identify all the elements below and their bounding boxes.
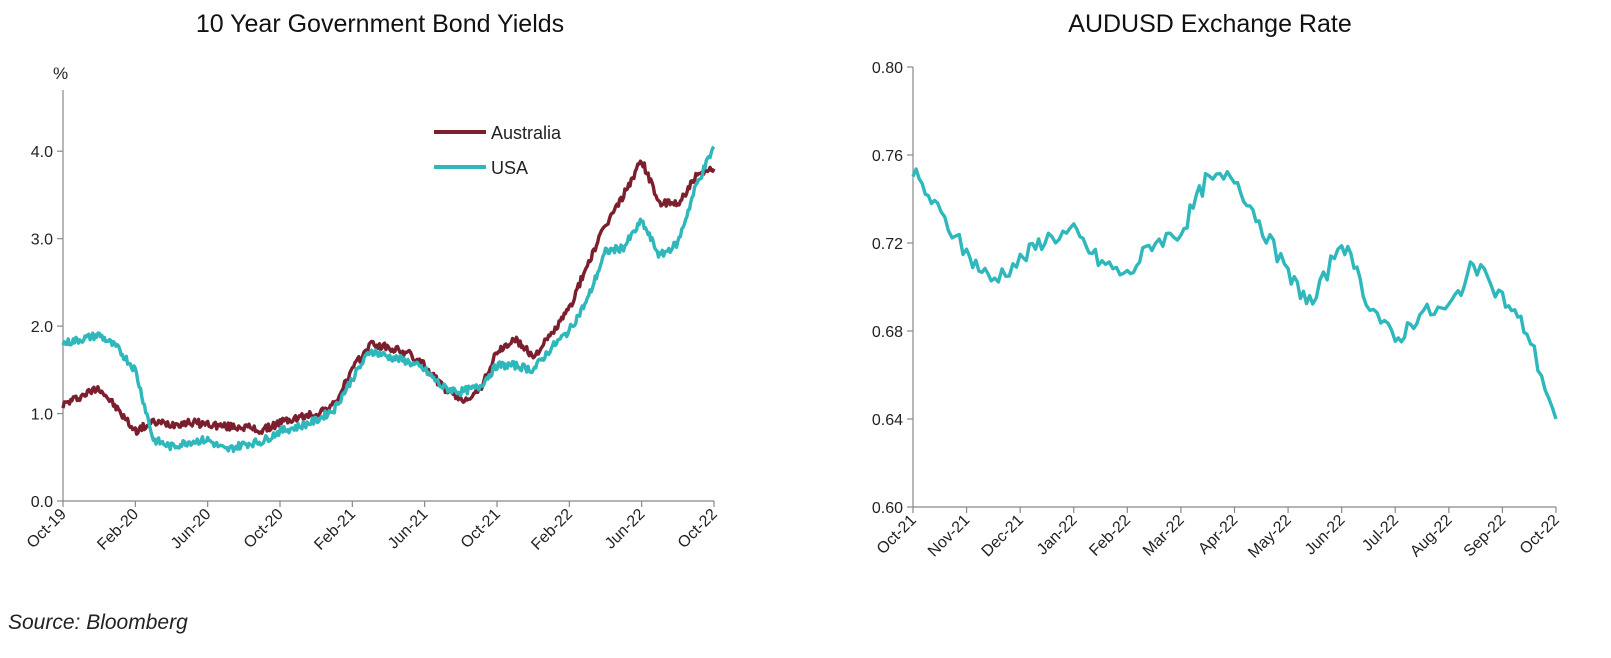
bond-x-tick-label: Feb-21	[311, 506, 359, 554]
bond-x-tick-label: Feb-22	[528, 506, 576, 554]
audusd-y-tick-label: 0.80	[872, 60, 903, 77]
audusd-x-tick-label: Aug-22	[1407, 512, 1456, 561]
bond-series-line-australia	[61, 159, 716, 436]
bond-yields-axes: 0.0 1.0 2.0 3.0 4.0 Oct-19 Feb-20 Jun-20 Oct-20 F…	[24, 90, 721, 554]
audusd-series	[911, 167, 1558, 420]
audusd-x-tick-label: Jul-22	[1359, 512, 1402, 555]
bond-x-tick-label: Feb-20	[94, 506, 142, 554]
bond-y-tick-label: 1.0	[31, 407, 53, 424]
audusd-x-tick-label: Oct-21	[874, 512, 920, 558]
audusd-y-tick-label: 0.72	[872, 236, 903, 253]
audusd-title: AUDUSD Exchange Rate	[1068, 10, 1351, 38]
legend: Australia USA	[434, 123, 562, 178]
bond-y-tick-label: 2.0	[31, 319, 53, 336]
audusd-series-line-audusd	[911, 167, 1558, 420]
bond-y-tick-label: 4.0	[31, 144, 53, 161]
audusd-y-tick-label: 0.60	[872, 500, 903, 517]
source-note: Source: Bloomberg	[8, 611, 188, 634]
audusd-x-tick-label: Mar-22	[1140, 512, 1188, 560]
bond-x-tick-label: Oct-21	[458, 506, 504, 552]
bond-yields-series	[61, 145, 716, 454]
audusd-y-tick-label: 0.68	[872, 324, 903, 341]
legend-label-usa: USA	[491, 158, 528, 178]
audusd-x-tick-label: May-22	[1245, 512, 1295, 562]
audusd-x-tick-label: Nov-21	[925, 512, 974, 561]
audusd-chart: AUDUSD Exchange Rate 0.60 0.64 0.68 0.72 0.7…	[872, 10, 1563, 562]
audusd-y-tick-label: 0.76	[872, 148, 903, 165]
bond-y-tick-label: 3.0	[31, 232, 53, 249]
bond-series-line-usa	[61, 145, 716, 454]
bond-yields-title: 10 Year Government Bond Yields	[196, 10, 564, 38]
audusd-x-tick-label: Jan-22	[1034, 512, 1081, 559]
bond-x-tick-label: Jun-20	[168, 506, 215, 553]
audusd-x-tick-label: Oct-22	[1517, 512, 1563, 558]
audusd-x-tick-label: Feb-22	[1086, 512, 1134, 560]
audusd-x-tick-label: Jun-22	[1302, 512, 1349, 559]
bond-x-tick-label: Oct-19	[24, 506, 70, 552]
y-axis-unit: %	[53, 64, 68, 83]
bond-x-tick-label: Jun-21	[385, 506, 432, 553]
bond-x-tick-label: Jun-22	[602, 506, 649, 553]
audusd-x-tick-label: Dec-21	[979, 512, 1028, 561]
audusd-x-tick-label: Sep-22	[1461, 512, 1510, 561]
audusd-x-tick-label: Apr-22	[1195, 512, 1241, 558]
bond-y-tick-label: 0.0	[31, 494, 53, 511]
audusd-y-tick-label: 0.64	[872, 412, 903, 429]
bond-yields-chart: 10 Year Government Bond Yields % 0.0 1.0 2…	[24, 10, 721, 554]
bond-x-tick-label: Oct-22	[675, 506, 721, 552]
bond-x-tick-label: Oct-20	[241, 506, 287, 552]
legend-label-australia: Australia	[491, 123, 562, 143]
audusd-axes: 0.60 0.64 0.68 0.72 0.76 0.80 Oct-21 Nov-21 Dec-…	[872, 60, 1563, 562]
